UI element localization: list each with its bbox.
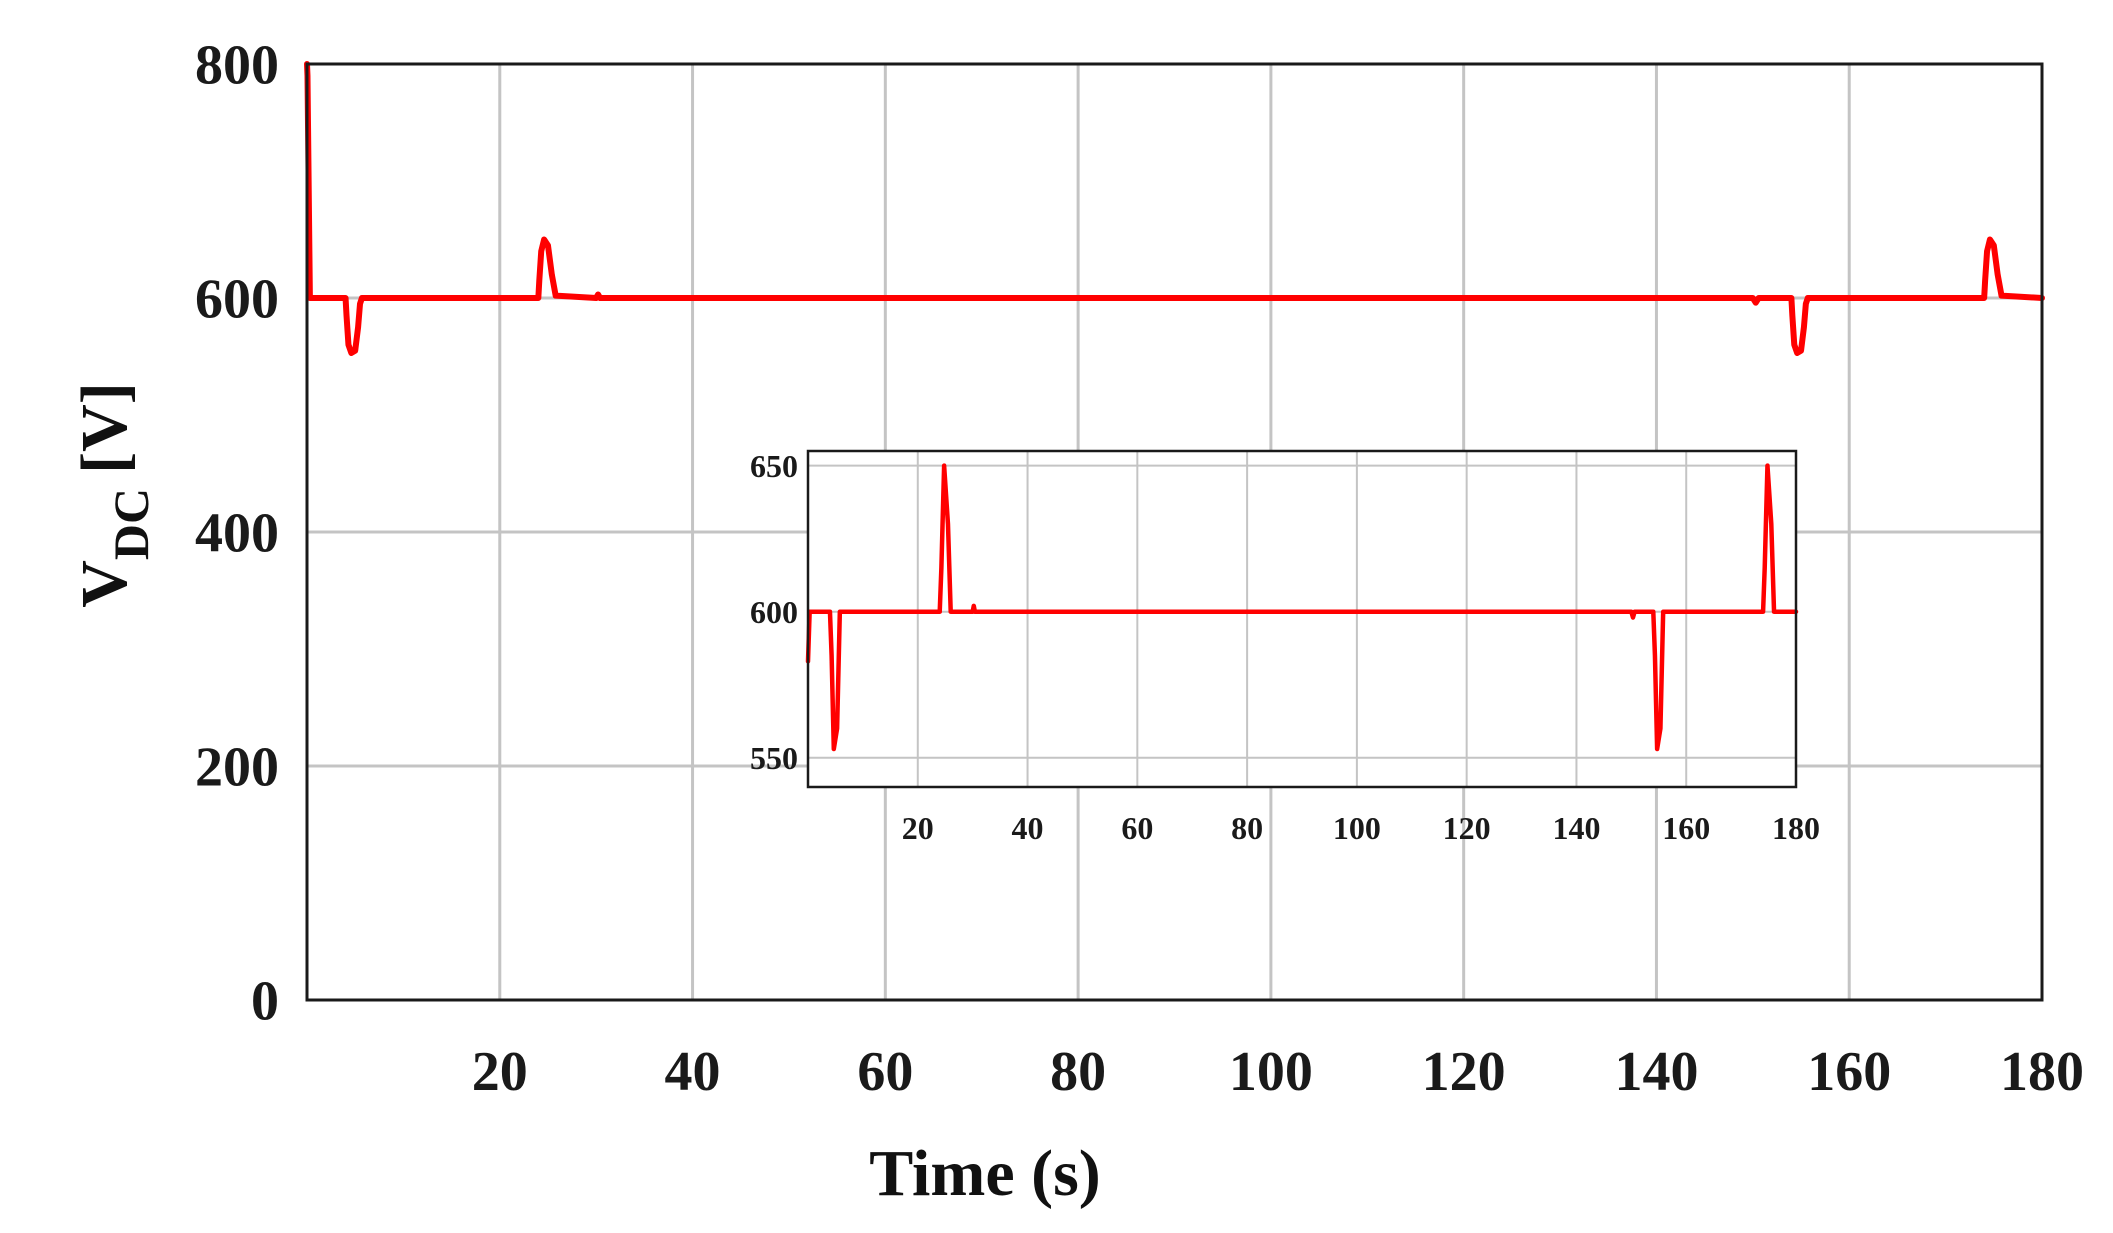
x-tick-label-160: 160 (1662, 810, 1710, 846)
series-line-0 (304, 61, 2045, 356)
inset-y-tick-labels: 550 600 650 (750, 448, 798, 776)
y-tick-label-650: 650 (750, 448, 798, 484)
inset-background (808, 451, 1796, 787)
y-tick-label-800: 800 (195, 35, 279, 97)
y-tick-label-600: 600 (750, 594, 798, 630)
y-tick-label-200: 200 (195, 737, 279, 799)
main-plot-frame (305, 62, 2044, 1002)
x-tick-label-60: 60 (1121, 810, 1153, 846)
x-tick-label-20: 20 (472, 1041, 528, 1103)
x-tick-label-120: 120 (1422, 1041, 1506, 1103)
x-tick-label-60: 60 (857, 1041, 913, 1103)
y-tick-label-600: 600 (195, 269, 279, 331)
y-tick-label-400: 400 (195, 503, 279, 565)
x-tick-label-80: 80 (1231, 810, 1263, 846)
x-tick-label-140: 140 (1614, 1041, 1698, 1103)
series-line-0 (805, 463, 1799, 752)
y-tick-label-550: 550 (750, 740, 798, 776)
x-tick-label-40: 40 (1012, 810, 1044, 846)
y-axis-label-unit: [V] (68, 382, 141, 474)
y-axis-label-symbol: V (68, 560, 141, 608)
x-tick-label-40: 40 (665, 1041, 721, 1103)
x-tick-label-20: 20 (902, 810, 934, 846)
x-tick-label-180: 180 (1772, 810, 1820, 846)
x-tick-label-140: 140 (1552, 810, 1600, 846)
inset-series (805, 463, 1799, 752)
y-axis-label-subscript: DC (103, 488, 159, 560)
x-axis-label: Time (s) (869, 1137, 1101, 1210)
inset-plot: 20 40 60 80 100 120 140 160 180 550 600 650 (750, 448, 1820, 846)
y-axis-label: VDC [V] (68, 382, 159, 608)
x-tick-label-100: 100 (1229, 1041, 1313, 1103)
main-x-tick-labels: 20 40 60 80 100 120 140 160 180 (472, 1041, 2084, 1103)
x-tick-label-120: 120 (1443, 810, 1491, 846)
svg-text:VDC[V]: VDC [V] (68, 382, 159, 608)
x-tick-label-160: 160 (1807, 1041, 1891, 1103)
main-series (304, 61, 2045, 356)
x-tick-label-80: 80 (1050, 1041, 1106, 1103)
x-tick-label-180: 180 (2000, 1041, 2084, 1103)
inset-plot-frame (806, 449, 1798, 789)
inset-x-tick-labels: 20 40 60 80 100 120 140 160 180 (902, 810, 1820, 846)
y-tick-label-0: 0 (251, 971, 279, 1033)
main-y-tick-labels: 0 200 400 600 800 (195, 35, 279, 1033)
x-tick-label-100: 100 (1333, 810, 1381, 846)
